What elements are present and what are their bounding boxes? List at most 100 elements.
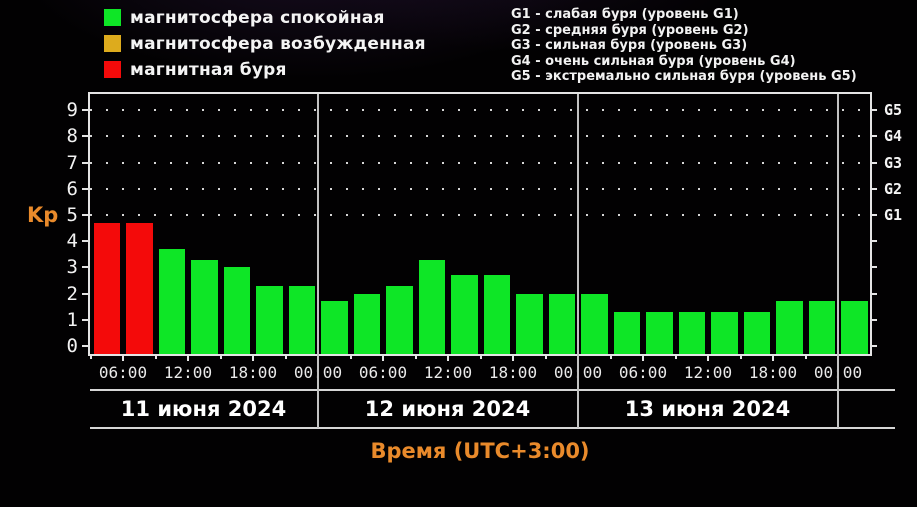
time-tick-label: 18:00	[228, 363, 278, 382]
y-axis-tick	[82, 187, 88, 190]
gridline-dotted-kp8	[90, 135, 870, 138]
kp-bar	[418, 259, 445, 354]
kp-bar	[223, 267, 250, 354]
storm-scale-line: G2 - средняя буря (уровень G2)	[511, 22, 749, 38]
x-axis-tick	[284, 354, 287, 359]
x-axis-tick	[642, 354, 644, 361]
y-tick-label: 6	[66, 177, 78, 200]
time-tick-label: 06:00	[98, 363, 148, 382]
y-tick-label: 7	[66, 151, 78, 174]
x-axis-tick	[609, 354, 612, 359]
gridline-dotted-kp5	[90, 214, 870, 216]
time-tick-label: 18:00	[488, 363, 538, 382]
x-axis-title: Время (UTC+3:00)	[370, 439, 590, 463]
time-tick-label: 12:00	[683, 363, 733, 382]
x-axis-tick	[187, 354, 189, 361]
x-axis-tick	[447, 354, 449, 361]
gridline-dotted-kp6	[90, 187, 870, 190]
time-tick-label: 12:00	[163, 363, 213, 382]
x-axis-tick	[479, 354, 482, 359]
legend-item-calm: магнитосфера спокойная	[104, 7, 426, 28]
time-tick-label: 06:00	[618, 363, 668, 382]
kp-bar	[93, 222, 120, 354]
storm-scale-line: G5 - экстремально сильная буря (уровень …	[511, 69, 857, 85]
date-label-day2: 12 июня 2024	[364, 397, 531, 421]
kp-bar	[776, 301, 803, 354]
kp-bar	[158, 249, 185, 354]
y-tick-label: 5	[66, 204, 78, 226]
right-axis-tick	[870, 345, 877, 347]
x-axis-tick	[382, 354, 384, 361]
x-axis-tick	[804, 354, 807, 359]
y-tick-label: 4	[66, 230, 78, 253]
x-axis-tick	[512, 354, 514, 361]
right-axis-tick	[870, 318, 877, 321]
x-axis-tick	[154, 354, 157, 359]
legend-label: магнитосфера возбужденная	[130, 33, 426, 54]
y-tick-label: 1	[66, 308, 78, 331]
x-axis-tick	[772, 354, 774, 361]
storm-swatch-icon	[104, 61, 121, 78]
x-axis-tick	[739, 354, 742, 359]
day-divider	[577, 94, 579, 428]
kp-bar	[451, 275, 478, 354]
kp-bar	[256, 285, 283, 354]
y-tick-label: 2	[66, 282, 78, 305]
day-divider	[317, 94, 319, 428]
plot-area	[88, 92, 872, 356]
date-band-top-line	[90, 389, 895, 391]
kp-bar	[581, 293, 608, 354]
kp-bar	[353, 293, 380, 354]
date-label-day3: 13 июня 2024	[624, 397, 791, 421]
y-axis-tick	[82, 345, 88, 347]
right-axis-tick	[870, 214, 877, 216]
y-axis-tick	[82, 318, 88, 321]
g-level-label: G5	[884, 101, 903, 120]
y-axis-title: Kp	[27, 203, 59, 227]
day-divider	[837, 94, 839, 428]
storm-scale-line: G1 - слабая буря (уровень G1)	[511, 7, 739, 22]
y-tick-label: 9	[66, 99, 78, 122]
kp-bar	[841, 301, 868, 354]
y-axis-tick	[82, 161, 88, 164]
right-axis-tick	[870, 135, 877, 138]
right-axis-tick	[870, 109, 877, 112]
y-axis-tick	[82, 109, 88, 112]
kp-bar	[548, 293, 575, 354]
g-level-label: G4	[884, 127, 903, 146]
time-tick-label: 06:00	[358, 363, 408, 382]
y-axis-tick	[82, 135, 88, 138]
right-axis-tick	[870, 240, 877, 243]
legend-item-excited: магнитосфера возбужденная	[104, 33, 426, 54]
y-tick-label: 8	[66, 125, 78, 148]
g-level-label: G2	[884, 179, 903, 198]
y-axis-tick	[82, 240, 88, 243]
y-tick-label: 0	[66, 335, 78, 357]
x-axis-tick	[219, 354, 222, 359]
kp-bar	[678, 311, 705, 354]
storm-scale-line: G3 - сильная буря (уровень G3)	[511, 38, 748, 54]
kp-bar	[483, 275, 510, 354]
y-tick-label: 3	[66, 256, 78, 279]
x-axis-tick	[122, 354, 124, 361]
y-axis-tick	[82, 292, 88, 295]
kp-bar	[743, 311, 770, 354]
right-axis-tick	[870, 266, 877, 269]
excited-swatch-icon	[104, 35, 121, 52]
right-axis-tick	[870, 161, 877, 164]
kp-bar	[126, 222, 153, 354]
legend: магнитосфера спокойная магнитосфера возб…	[104, 7, 426, 87]
kp-bar	[613, 311, 640, 354]
y-axis-tick	[82, 266, 88, 269]
calm-swatch-icon	[104, 9, 121, 26]
g-level-label: G3	[884, 153, 903, 172]
gridline-dotted-kp7	[90, 161, 870, 164]
g-level-label: G1	[884, 206, 903, 224]
x-axis-tick	[707, 354, 709, 361]
kp-bar	[516, 293, 543, 354]
x-axis-tick	[544, 354, 547, 359]
legend-label: магнитосфера спокойная	[130, 7, 385, 28]
y-axis-tick	[82, 214, 88, 216]
time-tick-label: 12:00	[423, 363, 473, 382]
legend-item-storm: магнитная буря	[104, 60, 426, 80]
